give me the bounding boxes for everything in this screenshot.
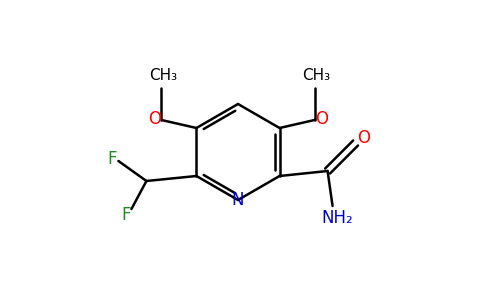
Text: O: O: [148, 110, 161, 128]
Text: F: F: [121, 206, 131, 224]
Text: O: O: [315, 110, 328, 128]
Text: N: N: [232, 191, 244, 209]
Text: O: O: [357, 129, 370, 147]
Text: CH₃: CH₃: [150, 68, 178, 83]
Text: CH₃: CH₃: [302, 68, 331, 83]
Text: F: F: [107, 150, 117, 168]
Text: NH₂: NH₂: [322, 209, 353, 227]
